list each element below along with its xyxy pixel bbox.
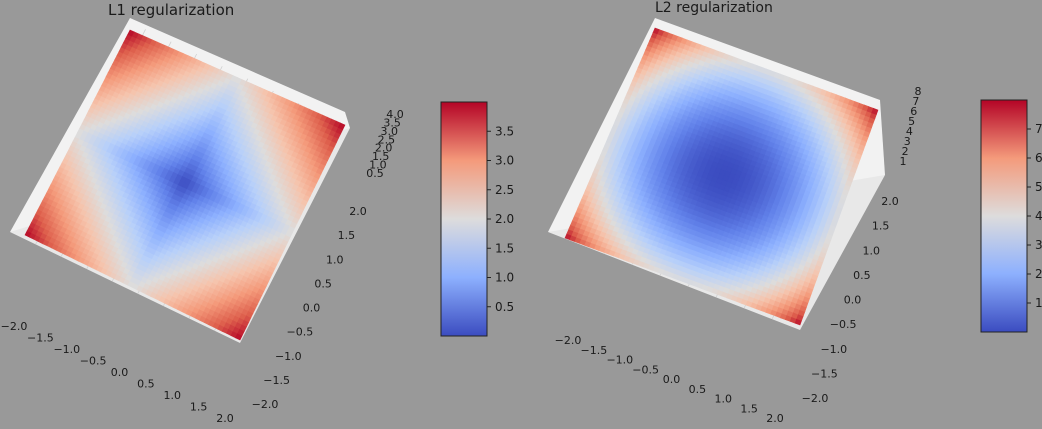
chart-l2: L2 regularization −2.0−1.5−1.0−0.50.00.5… — [548, 0, 1042, 425]
y-tick-label: −0.5 — [830, 318, 857, 331]
z-tick-label: 1 — [900, 155, 907, 168]
colorbar-tick-label: 1.0 — [495, 271, 514, 285]
y-tick-label: 0.5 — [853, 269, 871, 282]
colorbar-tick-label: 6 — [1035, 151, 1042, 165]
colorbar-l2: 7 6 5 4 3 2 1 — [980, 99, 1042, 333]
x-tick-label: 0.0 — [111, 366, 129, 379]
colorbar-tick-label: 7 — [1035, 122, 1042, 136]
y-tick-label: 1.0 — [326, 253, 344, 266]
x-ticks-l1: −2.0−1.5−1.0−0.5 0.0 0.5 1.0 1.5 2.0 — [1, 320, 234, 425]
colorbar-tick-label: 2.5 — [495, 183, 514, 197]
colorbar-tick-label: 1.5 — [495, 241, 514, 255]
y-tick-label: −2.0 — [252, 398, 279, 411]
z-ticks-l1: 4.03.53.02.52.01.51.00.5 — [366, 108, 404, 180]
x-tick-label: 1.0 — [164, 389, 182, 402]
x-tick-label: 2.0 — [216, 412, 234, 425]
x-tick-label: −2.0 — [1, 320, 28, 333]
x-tick-label: 2.0 — [766, 412, 784, 425]
x-tick-label: 0.5 — [137, 378, 155, 391]
y-tick-label: −2.0 — [802, 392, 829, 405]
colorbar-l1: 3.5 3.0 2.5 2.0 1.5 1.0 0.5 — [440, 101, 514, 337]
x-tick-label: −0.5 — [632, 363, 659, 376]
z-tick-label: 0.5 — [366, 167, 384, 180]
y-tick-label: −1.5 — [811, 367, 838, 380]
y-tick-label: −1.5 — [263, 374, 290, 387]
y-tick-label: 1.0 — [863, 244, 881, 257]
x-tick-label: 0.5 — [689, 383, 707, 396]
y-tick-label: 1.5 — [338, 229, 356, 242]
colorbar-tick-label: 5 — [1035, 180, 1042, 194]
colorbar-tick-label: 3 — [1035, 238, 1042, 252]
chart-title-l1: L1 regularization — [108, 1, 234, 19]
colorbar-tick-label: 3.5 — [495, 124, 514, 138]
x-tick-label: 1.0 — [715, 393, 733, 406]
colorbar-tick-label: 3.0 — [495, 154, 514, 168]
y-tick-label: −1.0 — [275, 350, 302, 363]
y-tick-label: −0.5 — [287, 326, 314, 339]
x-tick-label: −1.0 — [53, 343, 80, 356]
x-tick-label: −1.5 — [27, 332, 54, 345]
x-ticks-l2: −2.0−1.5−1.0−0.5 0.0 0.5 1.0 1.5 2.0 — [555, 334, 784, 425]
y-tick-label: 1.5 — [872, 220, 890, 233]
colorbar-tick-label: 4 — [1035, 209, 1042, 223]
y-tick-label: 0.0 — [844, 294, 862, 307]
x-tick-label: 0.0 — [663, 373, 681, 386]
colorbar-tick-label: 2.0 — [495, 212, 514, 226]
surface-l2 — [564, 27, 879, 326]
x-tick-label: 1.5 — [740, 402, 758, 415]
colorbar-tick-label: 2 — [1035, 267, 1042, 281]
y-tick-label: 2.0 — [349, 205, 367, 218]
x-tick-label: −1.5 — [581, 344, 608, 357]
x-tick-label: 1.5 — [190, 401, 208, 414]
chart-title-l2: L2 regularization — [655, 0, 773, 16]
y-tick-label: 0.5 — [314, 277, 332, 290]
surface-l1 — [24, 29, 346, 341]
chart-l1: L1 regularization −2.0−1.5−1.0−0.50.00.5… — [1, 1, 514, 425]
x-tick-label: −2.0 — [555, 334, 582, 347]
y-tick-label: −1.0 — [820, 343, 847, 356]
colorbar-tick-label: 1 — [1035, 296, 1042, 310]
y-tick-label: 0.0 — [303, 302, 321, 315]
x-tick-label: −1.0 — [606, 354, 633, 367]
colorbar-tick-label: 0.5 — [495, 300, 514, 314]
x-tick-label: −0.5 — [80, 355, 107, 368]
y-tick-label: 2.0 — [881, 195, 899, 208]
